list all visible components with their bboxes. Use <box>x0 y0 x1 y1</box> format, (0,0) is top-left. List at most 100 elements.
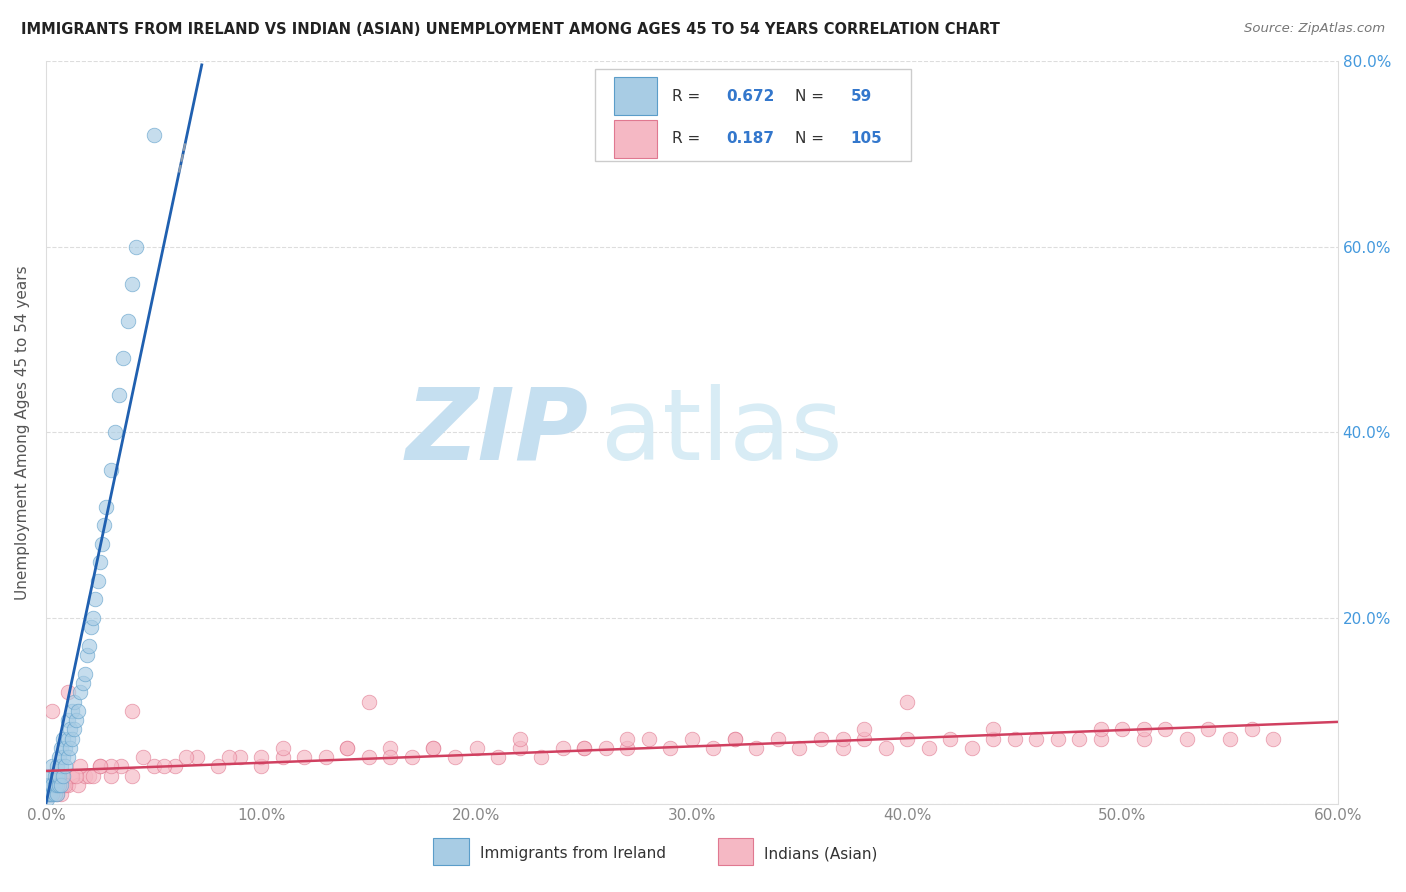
Point <box>336 740 359 755</box>
Point <box>56 713 79 727</box>
Point <box>207 759 229 773</box>
Point <box>41 704 63 718</box>
Text: 0.672: 0.672 <box>727 88 775 103</box>
Point <box>37 788 59 802</box>
Point <box>789 740 811 755</box>
Point <box>59 740 82 755</box>
Point <box>76 648 98 662</box>
Point <box>77 769 100 783</box>
Point <box>60 731 83 746</box>
Point <box>69 685 91 699</box>
Point <box>69 759 91 773</box>
Text: 0.187: 0.187 <box>727 131 775 146</box>
Point <box>41 788 63 802</box>
Point <box>132 750 155 764</box>
Point <box>1090 731 1112 746</box>
Text: Source: ZipAtlas.com: Source: ZipAtlas.com <box>1244 22 1385 36</box>
Point <box>100 769 122 783</box>
Point <box>121 769 143 783</box>
Point <box>56 685 79 699</box>
Point <box>1004 731 1026 746</box>
Point <box>77 639 100 653</box>
Point <box>218 750 240 764</box>
Point <box>45 778 67 792</box>
Point <box>681 731 703 746</box>
Text: IMMIGRANTS FROM IRELAND VS INDIAN (ASIAN) UNEMPLOYMENT AMONG AGES 45 TO 54 YEARS: IMMIGRANTS FROM IRELAND VS INDIAN (ASIAN… <box>21 22 1000 37</box>
Point <box>336 740 359 755</box>
Point <box>153 759 176 773</box>
Point <box>315 750 337 764</box>
Point <box>595 740 617 755</box>
Text: 105: 105 <box>851 131 883 146</box>
Point <box>48 778 70 792</box>
Point <box>465 740 488 755</box>
Point <box>401 750 423 764</box>
Point <box>1133 723 1156 737</box>
Point <box>52 769 75 783</box>
Point <box>67 704 90 718</box>
Point <box>853 731 876 746</box>
Point <box>112 351 135 365</box>
Point <box>165 759 187 773</box>
Point <box>380 740 402 755</box>
Point <box>896 731 918 746</box>
Text: 59: 59 <box>851 88 872 103</box>
Point <box>530 750 553 764</box>
Text: ZIP: ZIP <box>405 384 589 481</box>
Point <box>39 788 62 802</box>
Point <box>89 759 111 773</box>
Point <box>702 740 724 755</box>
Point <box>724 731 747 746</box>
Point <box>981 723 1004 737</box>
Point <box>72 676 94 690</box>
Point <box>52 778 75 792</box>
Point <box>39 778 62 792</box>
Point <box>1154 723 1177 737</box>
Point <box>45 759 67 773</box>
Point <box>1046 731 1069 746</box>
Point <box>44 769 66 783</box>
Point <box>73 769 96 783</box>
Text: N =: N = <box>796 131 830 146</box>
Point <box>35 792 58 806</box>
FancyBboxPatch shape <box>614 77 657 115</box>
Point <box>65 769 87 783</box>
Point <box>108 388 131 402</box>
Point <box>637 731 659 746</box>
Point <box>37 778 59 792</box>
Point <box>52 750 75 764</box>
Point <box>100 759 122 773</box>
Text: N =: N = <box>796 88 830 103</box>
Point <box>659 740 682 755</box>
Point <box>960 740 983 755</box>
Point <box>810 731 832 746</box>
Point <box>48 769 70 783</box>
Point <box>44 778 66 792</box>
Point <box>44 778 66 792</box>
Point <box>766 731 789 746</box>
Point <box>1198 723 1220 737</box>
Point <box>1133 731 1156 746</box>
Point <box>1175 731 1198 746</box>
Point <box>875 740 897 755</box>
Point <box>572 740 595 755</box>
Point <box>82 769 104 783</box>
Point <box>981 731 1004 746</box>
Point <box>853 723 876 737</box>
Point <box>53 778 76 792</box>
Point <box>41 778 63 792</box>
Point <box>49 788 72 802</box>
Point <box>65 713 87 727</box>
Point <box>551 740 574 755</box>
Point <box>60 769 83 783</box>
Point <box>45 788 67 802</box>
Point <box>59 723 82 737</box>
Point <box>41 759 63 773</box>
Point <box>616 740 638 755</box>
Y-axis label: Unemployment Among Ages 45 to 54 years: Unemployment Among Ages 45 to 54 years <box>15 265 30 599</box>
Point <box>228 750 250 764</box>
Point <box>91 537 114 551</box>
Text: atlas: atlas <box>602 384 844 481</box>
Point <box>48 778 70 792</box>
Point <box>1261 731 1284 746</box>
